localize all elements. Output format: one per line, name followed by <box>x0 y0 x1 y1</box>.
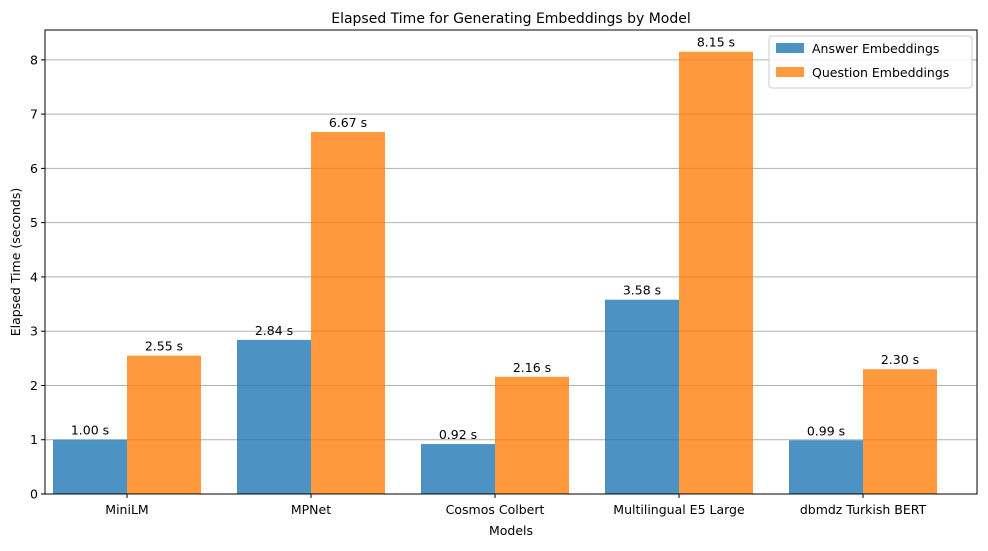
data-label-question-4: 2.30 s <box>881 352 919 367</box>
data-label-question-2: 2.16 s <box>513 360 551 375</box>
x-tick-label-2: Cosmos Colbert <box>446 502 545 517</box>
data-label-answer-2: 0.92 s <box>439 427 477 442</box>
data-label-answer-0: 1.00 s <box>71 423 109 438</box>
legend-label-answer: Answer Embeddings <box>812 41 939 56</box>
chart-title: Elapsed Time for Generating Embeddings b… <box>331 11 691 27</box>
x-axis-label: Models <box>489 523 533 538</box>
y-tick-label-2: 2 <box>30 378 38 393</box>
bar-answer-0 <box>53 439 127 494</box>
axes: 0 1 2 3 4 5 6 7 8 MiniLM MPNet Cosmos Colbert Multil… <box>30 52 926 517</box>
y-tick-label-1: 1 <box>30 432 38 447</box>
y-tick-label-8: 8 <box>30 52 38 67</box>
data-label-answer-4: 0.99 s <box>807 423 845 438</box>
y-tick-label-0: 0 <box>30 487 38 502</box>
data-label-answer-3: 3.58 s <box>623 283 661 298</box>
data-label-question-1: 6.67 s <box>329 115 367 130</box>
legend-swatch-question <box>776 67 804 77</box>
bar-question-0 <box>127 355 201 494</box>
bar-question-3 <box>679 51 753 494</box>
legend-label-question: Question Embeddings <box>812 65 949 80</box>
bar-answer-3 <box>605 299 679 494</box>
bar-question-1 <box>311 132 385 494</box>
x-tick-label-1: MPNet <box>291 502 331 517</box>
data-labels: 1.00 s 2.55 s 2.84 s 6.67 s 0.92 s 2.16 s 3.58… <box>71 35 919 442</box>
data-label-answer-1: 2.84 s <box>255 323 293 338</box>
y-axis-label: Elapsed Time (seconds) <box>8 188 23 337</box>
x-tick-label-4: dbmdz Turkish BERT <box>800 502 927 517</box>
bar-answer-1 <box>237 339 311 494</box>
y-tick-label-5: 5 <box>30 215 38 230</box>
x-tick-label-0: MiniLM <box>105 502 148 517</box>
data-label-question-0: 2.55 s <box>145 339 183 354</box>
legend: Answer Embeddings Question Embeddings <box>768 35 973 89</box>
bar-question-2 <box>495 376 569 494</box>
legend-swatch-answer <box>776 43 804 53</box>
bars <box>53 51 937 494</box>
bar-answer-2 <box>421 444 495 494</box>
bar-answer-4 <box>789 440 863 494</box>
bar-question-4 <box>863 369 937 494</box>
x-tick-label-3: Multilingual E5 Large <box>613 502 745 517</box>
legend-box <box>768 35 973 89</box>
y-tick-label-7: 7 <box>30 107 38 122</box>
y-tick-label-6: 6 <box>30 161 38 176</box>
y-tick-label-3: 3 <box>30 324 38 339</box>
data-label-question-3: 8.15 s <box>697 35 735 50</box>
plot-frame <box>44 29 978 495</box>
y-tick-label-4: 4 <box>30 269 38 284</box>
